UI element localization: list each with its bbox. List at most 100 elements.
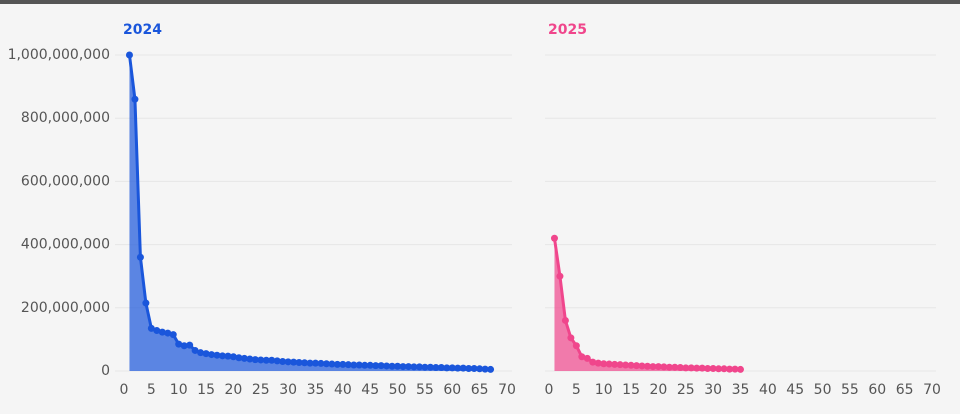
area — [129, 55, 491, 371]
point — [726, 365, 734, 373]
point — [213, 351, 221, 359]
point — [388, 362, 396, 370]
x-tick-label: 10 — [170, 382, 188, 398]
x-tick-label: 25 — [677, 382, 695, 398]
point — [643, 362, 651, 370]
point — [605, 360, 613, 368]
point — [257, 356, 265, 364]
point — [481, 365, 489, 373]
x-tick-label: 60 — [443, 382, 461, 398]
point — [550, 234, 558, 242]
point — [372, 362, 380, 370]
point — [459, 364, 467, 372]
point — [136, 253, 144, 261]
point — [169, 331, 177, 339]
point — [432, 364, 440, 372]
point — [202, 350, 210, 358]
point — [344, 361, 352, 369]
x-tick-label: 45 — [361, 382, 379, 398]
x-tick-label: 70 — [498, 382, 516, 398]
x-tick-label: 20 — [225, 382, 243, 398]
point — [317, 359, 325, 367]
y-tick-label: 0 — [101, 363, 110, 379]
point — [567, 334, 575, 342]
y-tick-label: 600,000,000 — [21, 173, 110, 189]
point — [737, 365, 744, 373]
point — [306, 359, 314, 367]
point — [421, 363, 429, 371]
point — [682, 364, 690, 372]
point — [208, 351, 216, 359]
point — [476, 365, 484, 373]
point — [616, 361, 624, 369]
point — [175, 340, 183, 348]
point — [328, 360, 336, 368]
point — [671, 363, 679, 371]
top-bar — [0, 0, 960, 4]
point — [660, 363, 668, 371]
point — [312, 359, 319, 367]
point — [611, 360, 619, 368]
chart-title: 2025 — [548, 22, 587, 38]
point — [125, 51, 133, 59]
point — [350, 361, 358, 369]
line — [552, 238, 741, 371]
point — [224, 352, 232, 360]
point — [164, 329, 172, 337]
point — [649, 363, 657, 371]
point — [594, 359, 602, 367]
point — [229, 353, 237, 361]
point — [273, 357, 281, 365]
point — [284, 358, 292, 366]
point — [578, 353, 586, 361]
x-tick-label: 65 — [471, 382, 489, 398]
point — [191, 346, 199, 354]
x-tick-label: 0 — [545, 382, 554, 398]
x-tick-label: 30 — [704, 382, 722, 398]
chart-title: 2024 — [123, 22, 162, 38]
point — [437, 364, 445, 372]
point — [720, 365, 728, 373]
y-tick-label: 200,000,000 — [21, 300, 110, 316]
x-tick-label: 50 — [814, 382, 832, 398]
point — [377, 362, 385, 370]
point — [465, 364, 473, 372]
point — [415, 363, 423, 371]
point — [633, 362, 641, 370]
point — [426, 363, 434, 371]
point — [251, 356, 259, 364]
point — [443, 364, 451, 372]
point — [180, 342, 188, 350]
point — [470, 364, 478, 372]
point — [240, 354, 248, 362]
point — [355, 361, 363, 369]
point — [731, 365, 739, 373]
x-tick-label: 0 — [120, 382, 129, 398]
x-tick-label: 55 — [841, 382, 859, 398]
point — [246, 355, 254, 363]
point — [197, 349, 205, 357]
point — [704, 364, 712, 372]
point — [262, 356, 270, 364]
point — [399, 363, 407, 371]
point — [665, 363, 673, 371]
x-tick-label: 10 — [595, 382, 613, 398]
point — [295, 358, 303, 366]
point — [383, 362, 391, 370]
x-tick-label: 30 — [279, 382, 297, 398]
x-tick-label: 35 — [732, 382, 750, 398]
point — [153, 327, 161, 335]
point — [147, 324, 155, 332]
x-tick-label: 25 — [252, 382, 270, 398]
x-tick-label: 5 — [572, 382, 581, 398]
x-tick-label: 45 — [786, 382, 804, 398]
line — [127, 54, 491, 371]
point — [654, 363, 662, 371]
y-tick-label: 800,000,000 — [21, 110, 110, 126]
y-tick-label: 1,000,000,000 — [8, 47, 110, 63]
x-tick-label: 70 — [923, 382, 941, 398]
x-tick-label: 50 — [389, 382, 407, 398]
point — [561, 316, 569, 324]
point — [268, 356, 276, 364]
